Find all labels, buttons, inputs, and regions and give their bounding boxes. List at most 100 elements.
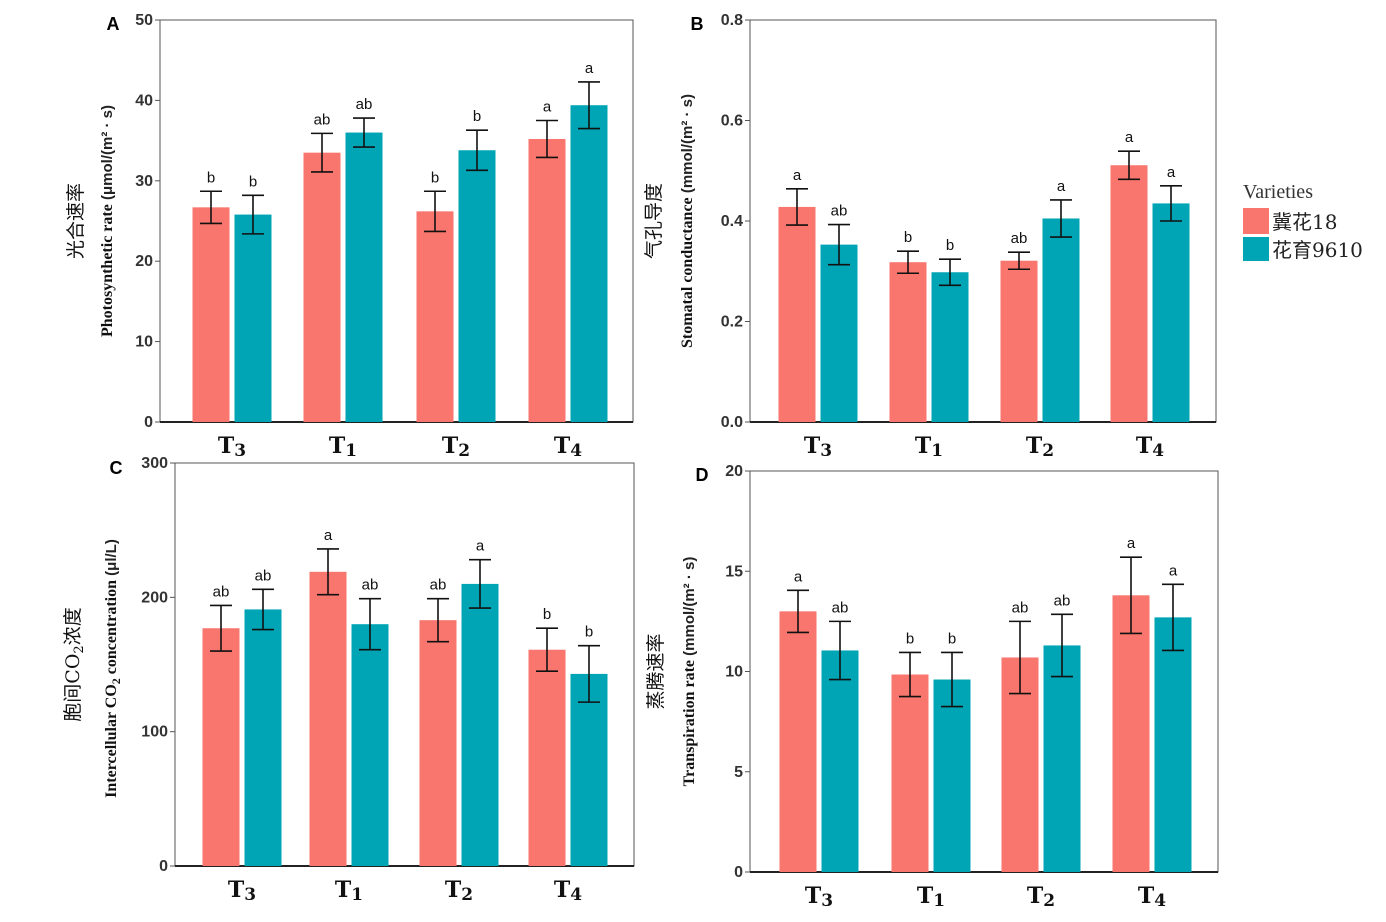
panel-b-bar-huayu9610 (820, 244, 858, 422)
panel-a-ylabel-cn: 光合速率 (65, 183, 87, 259)
panel-b-ylabel-unit: (mmol/(m² · s) (679, 94, 696, 197)
panel-d-category-label: T2 (1027, 883, 1055, 911)
panel-a-bar-jihua18 (416, 211, 454, 422)
legend-title: Varieties (1243, 181, 1313, 203)
panel-c-y-tick-label: 100 (141, 724, 168, 741)
panel-c-significance-letter: a (476, 538, 485, 555)
panel-a-bar-huayu9610 (458, 150, 496, 423)
panel-b-ylabel-en-text: Stomatal conductance (679, 197, 696, 348)
panel-c-significance-letter: ab (255, 567, 272, 584)
panel-a-letter: A (107, 14, 120, 34)
panel-a-ylabel-en-text: Photosynthetic rate (99, 204, 116, 337)
panel-a-bar-huayu9610 (570, 105, 608, 422)
panel-b-bar-jihua18 (1000, 260, 1038, 422)
panel-d-significance-letter: b (906, 630, 914, 647)
panel-c-category-label: T4 (554, 877, 582, 905)
panel-d-bar-huayu9610 (821, 650, 859, 872)
panel-d-significance-letter: a (1127, 535, 1136, 552)
panel-b-bar-jihua18 (1110, 165, 1148, 422)
panel-d-significance-letter: ab (1054, 592, 1071, 609)
panel-b-significance-letter: b (946, 237, 954, 254)
panel-a-category-label: T1 (329, 433, 357, 461)
panel-c-significance-letter: ab (362, 577, 379, 594)
panel-b-y-tick-label: 0.4 (721, 213, 743, 230)
panel-a-bar-huayu9610 (345, 132, 383, 422)
panel-b-y-tick-label: 0.8 (721, 12, 743, 29)
panel-b-ylabel-en: Stomatal conductance (mmol/(m² · s) (679, 94, 696, 348)
panel-d-significance-letter: ab (832, 599, 849, 616)
panel-d-significance-letter: a (794, 568, 803, 585)
panel-a-bar-huayu9610 (234, 214, 272, 422)
panel-c-significance-letter: ab (213, 583, 230, 600)
legend-label-huayu9610: 花育9610 (1272, 238, 1363, 262)
panel-d-y-tick-label: 5 (734, 764, 743, 781)
legend-label-jihua18: 冀花18 (1272, 210, 1337, 234)
panel-a-category-label: T4 (554, 433, 582, 461)
panel-a-significance-letter: ab (356, 96, 373, 113)
panel-c-y-tick-label: 0 (159, 858, 168, 875)
panel-c-bar-huayu9610 (351, 624, 389, 866)
panel-d-category-label: T1 (917, 883, 945, 911)
panel-c-category-label: T3 (228, 877, 256, 905)
panel-c-bar-huayu9610 (570, 673, 608, 866)
panel-d-ylabel-en: Transpiration rate (mmol/(m² · s) (681, 557, 698, 787)
panel-a-y-tick-label: 20 (135, 253, 153, 270)
panel-d-ylabel-unit: (mmol/(m² · s) (681, 557, 698, 660)
panel-d-y-tick-label: 15 (725, 563, 743, 580)
panel-d-significance-letter: ab (1012, 599, 1029, 616)
panel-a-ylabel-unit: (μmol/(m² · s) (99, 105, 116, 204)
panel-c-category-label: T2 (445, 877, 473, 905)
panel-d-bar-huayu9610 (933, 679, 971, 872)
panel-a-ylabel-en: Photosynthetic rate (μmol/(m² · s) (99, 105, 116, 337)
panel-a-significance-letter: a (585, 60, 594, 77)
legend: Varieties 冀花18 花育9610 (1243, 181, 1363, 262)
panel-c-bar-huayu9610 (461, 583, 499, 866)
legend-swatch-jihua18 (1243, 208, 1269, 234)
panel-b-bar-huayu9610 (1042, 218, 1080, 422)
panel-b-category-label: T1 (915, 433, 943, 461)
panel-d-significance-letter: a (1169, 562, 1178, 579)
panel-b-bar-jihua18 (889, 262, 927, 422)
panel-a-bar-jihua18 (192, 207, 230, 422)
panel-c-bar-jihua18 (202, 628, 240, 866)
panel-c-ylabel-cn: 胞间CO2浓度 (62, 607, 87, 721)
panel-a-y-tick-label: 40 (135, 92, 153, 109)
panel-d-bar-jihua18 (779, 611, 817, 872)
panel-b-significance-letter: a (793, 167, 802, 184)
panel-d-y-tick-label: 10 (725, 664, 743, 681)
panel-b-y-tick-label: 0.0 (721, 414, 743, 431)
panel-a-bar-jihua18 (303, 152, 341, 422)
panel-a-significance-letter: b (431, 169, 439, 186)
panel-b-letter: B (691, 14, 704, 34)
panel-b-significance-letter: ab (1011, 230, 1028, 247)
panel-c-significance-letter: ab (430, 577, 447, 594)
panel-c-significance-letter: a (324, 527, 333, 544)
panel-c-ylabel-en: Intercellular CO2 concentration (μl/L) (103, 539, 123, 798)
panel-c-category-label: T1 (335, 877, 363, 905)
panel-b-ylabel-cn: 气孔导度 (643, 183, 665, 259)
panel-a-y-tick-label: 50 (135, 12, 153, 29)
panel-a-significance-letter: b (249, 173, 257, 190)
panel-d-bar-huayu9610 (1154, 617, 1192, 872)
panel-d-y-tick-label: 20 (725, 463, 743, 480)
panel-b-significance-letter: a (1167, 164, 1176, 181)
panel-d-category-label: T4 (1138, 883, 1166, 911)
panel-c-bar-jihua18 (309, 571, 347, 866)
panel-b-y-tick-label: 0.2 (721, 314, 743, 331)
panel-c-significance-letter: b (585, 624, 593, 641)
panel-b-significance-letter: b (904, 229, 912, 246)
panel-a-significance-letter: b (473, 108, 481, 125)
panel-b-category-label: T2 (1026, 433, 1054, 461)
panel-a-bar-jihua18 (528, 138, 566, 422)
panel-d-ylabel-cn: 蒸腾速率 (645, 633, 667, 709)
panel-a-category-label: T2 (442, 433, 470, 461)
panel-b-bar-huayu9610 (931, 272, 969, 422)
panel-a-significance-letter: b (207, 169, 215, 186)
panel-a-significance-letter: ab (314, 111, 331, 128)
panel-a-y-tick-label: 30 (135, 173, 153, 190)
panel-d-bar-huayu9610 (1043, 645, 1081, 872)
